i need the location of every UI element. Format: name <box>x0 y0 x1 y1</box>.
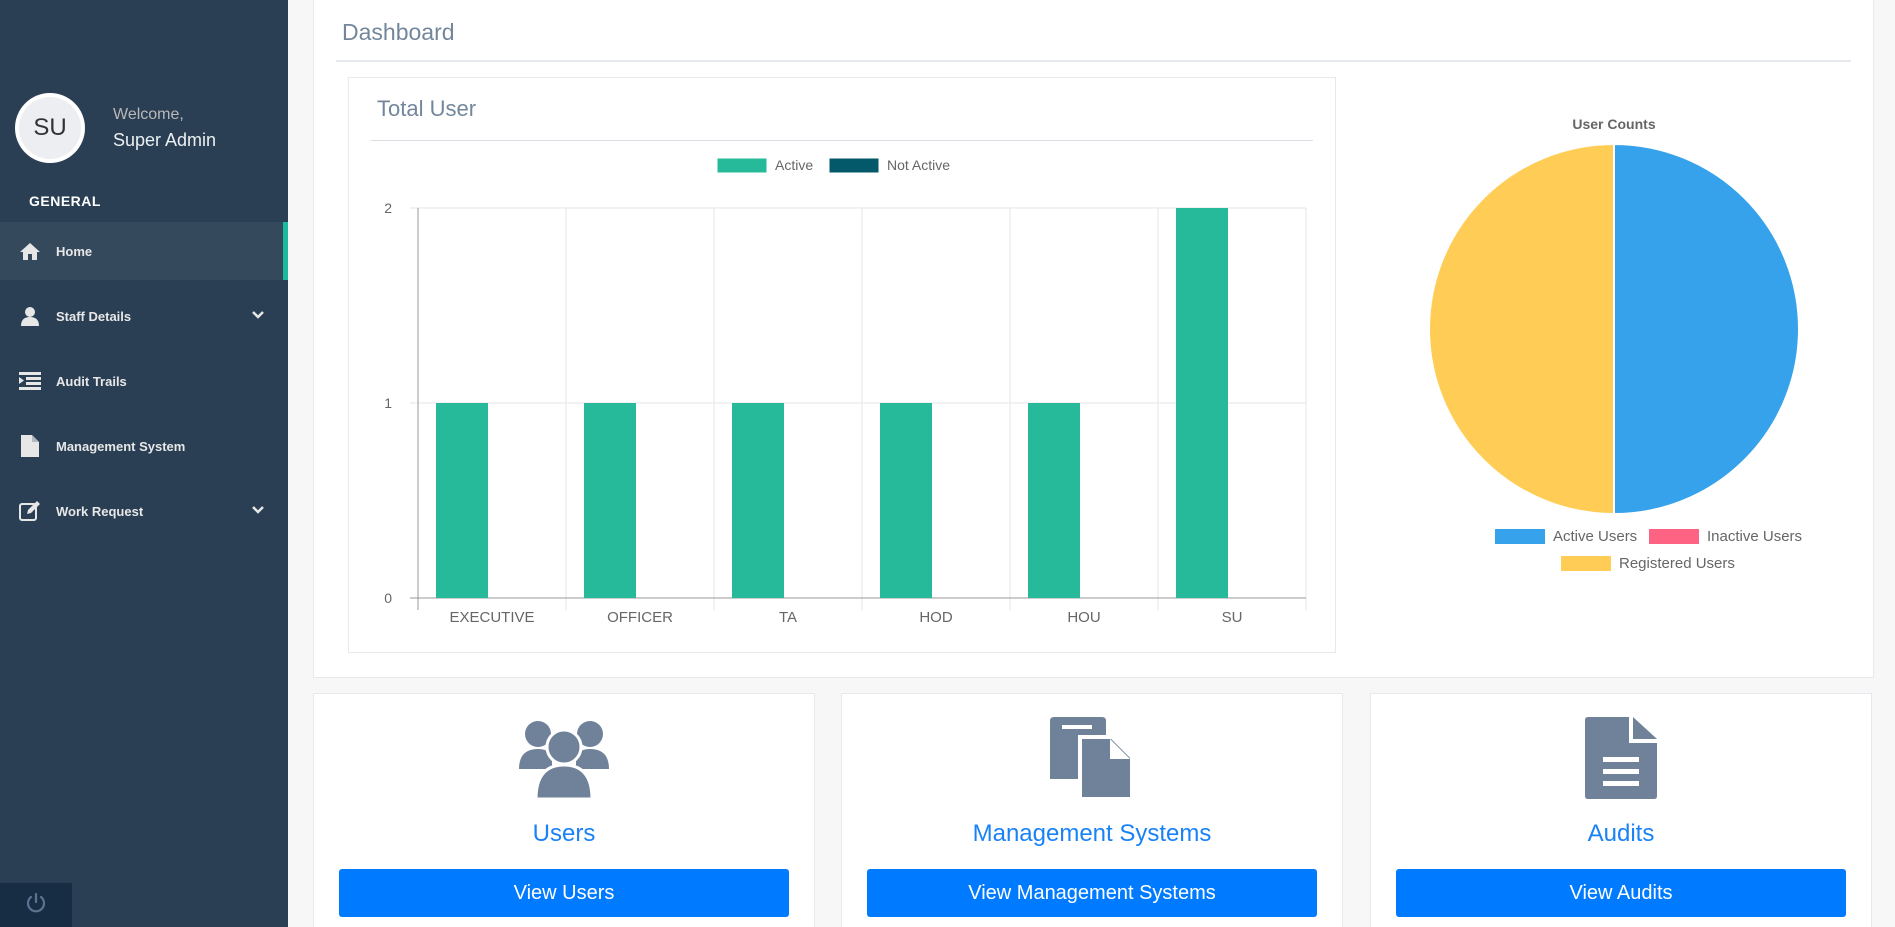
sidebar-item-label: Work Request <box>56 503 144 519</box>
bar-chart: Active Not Active 0 1 2 EXECUTIVE OFFICER TA HOD… <box>384 157 1307 626</box>
legend-label: Inactive Users <box>1707 528 1802 545</box>
sidebar-item-label: Staff Details <box>56 308 132 324</box>
sidebar-menu: Home Staff Details Audit Trails Manageme… <box>0 222 288 547</box>
avatar-initials: SU <box>19 97 81 159</box>
legend-label: Active <box>775 157 813 173</box>
bar <box>1028 403 1080 598</box>
edit-icon <box>18 499 42 523</box>
y-tick-label: 2 <box>384 200 392 216</box>
file-icon <box>18 434 42 458</box>
chevron-down-icon <box>250 502 266 518</box>
sidebar-item-staff-details[interactable]: Staff Details <box>0 287 288 345</box>
x-tick-label: SU <box>1222 609 1243 626</box>
users-card: Users View Users <box>313 693 815 927</box>
sidebar-item-label: Audit Trails <box>56 373 127 389</box>
bar <box>436 403 488 598</box>
x-tick-label: TA <box>779 609 797 626</box>
audits-card: Audits View Audits <box>1370 693 1872 927</box>
bar-chart-panel: Total User Active Not Active 0 1 2 EXECUTIVE O… <box>348 77 1336 653</box>
x-tick-label: HOU <box>1067 609 1100 626</box>
management-systems-card: Management Systems View Management Syste… <box>841 693 1343 927</box>
legend-swatch <box>1495 529 1545 544</box>
sidebar: SU Welcome, Super Admin GENERAL Home Sta… <box>0 0 288 927</box>
legend-swatch <box>716 157 768 174</box>
y-tick-label: 0 <box>384 590 392 606</box>
legend-swatch <box>828 157 880 174</box>
dashboard-panel: Dashboard Total User Active Not Active 0 1 2… <box>313 0 1874 678</box>
bar <box>732 403 784 598</box>
copy-icon <box>1050 717 1134 804</box>
view-management-systems-button[interactable]: View Management Systems <box>867 869 1317 917</box>
home-icon <box>18 239 42 263</box>
y-tick-label: 1 <box>384 395 392 411</box>
view-users-button[interactable]: View Users <box>339 869 789 917</box>
legend-swatch <box>1561 556 1611 571</box>
page-title: Dashboard <box>342 19 455 45</box>
sidebar-item-home[interactable]: Home <box>0 222 288 280</box>
legend-label: Active Users <box>1553 528 1637 545</box>
avatar: SU <box>15 93 85 163</box>
x-tick-label: EXECUTIVE <box>449 609 534 626</box>
document-icon <box>1585 717 1657 804</box>
power-icon <box>25 892 47 919</box>
user-icon <box>18 304 42 328</box>
users-icon <box>519 717 609 804</box>
sidebar-item-label: Management System <box>56 438 186 454</box>
section-title: GENERAL <box>29 193 101 209</box>
pie-slice <box>1613 142 1800 516</box>
profile: SU Welcome, Super Admin <box>15 93 216 163</box>
sidebar-item-management-system[interactable]: Management System <box>0 417 288 475</box>
legend-label: Registered Users <box>1619 555 1735 572</box>
pie-chart: User Counts Active Users Inactive Users Reg… <box>1428 116 1802 572</box>
pie-title: User Counts <box>1572 116 1655 132</box>
sidebar-item-label: Home <box>56 243 93 259</box>
pie-slice <box>1428 142 1615 516</box>
bar <box>584 403 636 598</box>
legend-label: Not Active <box>887 157 950 173</box>
divider <box>336 60 1851 62</box>
logout-button[interactable] <box>0 883 72 927</box>
list-icon <box>18 369 42 393</box>
legend-swatch <box>1649 529 1699 544</box>
bar <box>880 403 932 598</box>
sidebar-item-audit-trails[interactable]: Audit Trails <box>0 352 288 410</box>
user-name: Super Admin <box>113 129 217 150</box>
card-title: Audits <box>1587 820 1655 847</box>
welcome-text: Welcome, <box>113 105 184 123</box>
divider <box>371 140 1313 141</box>
x-tick-label: HOD <box>919 609 953 626</box>
bar-chart-title: Total User <box>377 96 477 121</box>
card-title: Management Systems <box>972 820 1212 847</box>
card-title: Users <box>532 820 596 847</box>
view-audits-button[interactable]: View Audits <box>1396 869 1846 917</box>
x-tick-label: OFFICER <box>607 609 673 626</box>
chevron-down-icon <box>250 307 266 323</box>
bar <box>1176 208 1228 598</box>
sidebar-item-work-request[interactable]: Work Request <box>0 482 288 540</box>
